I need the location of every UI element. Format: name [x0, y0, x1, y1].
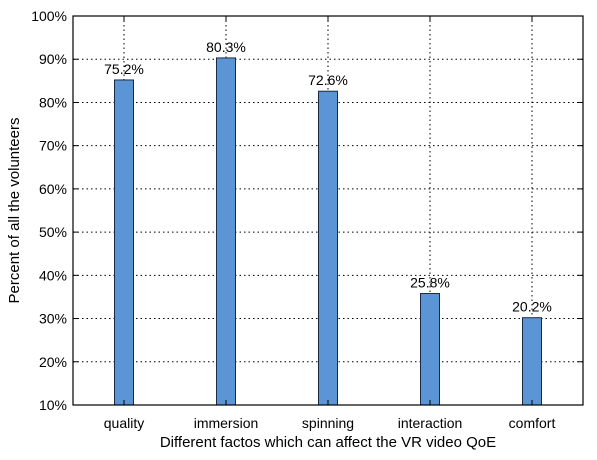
- y-tick-label: 80%: [39, 94, 67, 110]
- data-labels: 75.2% 80.3% 72.6% 25.8% 20.2%: [104, 39, 552, 315]
- y-tick-label: 60%: [39, 181, 67, 197]
- x-tick-label: comfort: [509, 415, 556, 431]
- y-tick-label: 40%: [39, 267, 67, 283]
- x-axis-title: Different factos which can affect the VR…: [160, 434, 496, 451]
- x-tick-label: spinning: [302, 415, 354, 431]
- x-tick-label: interaction: [398, 415, 463, 431]
- y-tick-label: 90%: [39, 51, 67, 67]
- y-tick-label: 100%: [31, 8, 67, 24]
- y-tick-label: 70%: [39, 138, 67, 154]
- data-label: 80.3%: [206, 39, 246, 55]
- y-tick-label: 10%: [39, 397, 67, 413]
- bar-interaction: [420, 292, 440, 406]
- x-tick-label: quality: [104, 415, 144, 431]
- y-tick-label: 20%: [39, 354, 67, 370]
- data-label: 25.8%: [410, 274, 450, 290]
- y-tick-labels: 10% 20% 30% 40% 50% 60% 70% 80% 90% 100%: [31, 8, 67, 413]
- y-tick-label: 30%: [39, 311, 67, 327]
- data-label: 72.6%: [308, 72, 348, 88]
- data-label: 75.2%: [104, 61, 144, 77]
- data-label: 20.2%: [512, 299, 552, 315]
- bar-immersion: [216, 57, 236, 406]
- bars: [114, 57, 542, 406]
- bar-quality: [114, 79, 134, 406]
- x-tick-label: immersion: [194, 415, 259, 431]
- y-tick-label: 50%: [39, 224, 67, 240]
- bar-spinning: [318, 90, 338, 406]
- axis-ticks: [73, 15, 583, 406]
- x-tick-labels: quality immersion spinning interaction comfo…: [104, 415, 556, 431]
- y-axis-title: Percent of all the volunteers: [6, 118, 23, 304]
- bar-comfort: [522, 317, 542, 406]
